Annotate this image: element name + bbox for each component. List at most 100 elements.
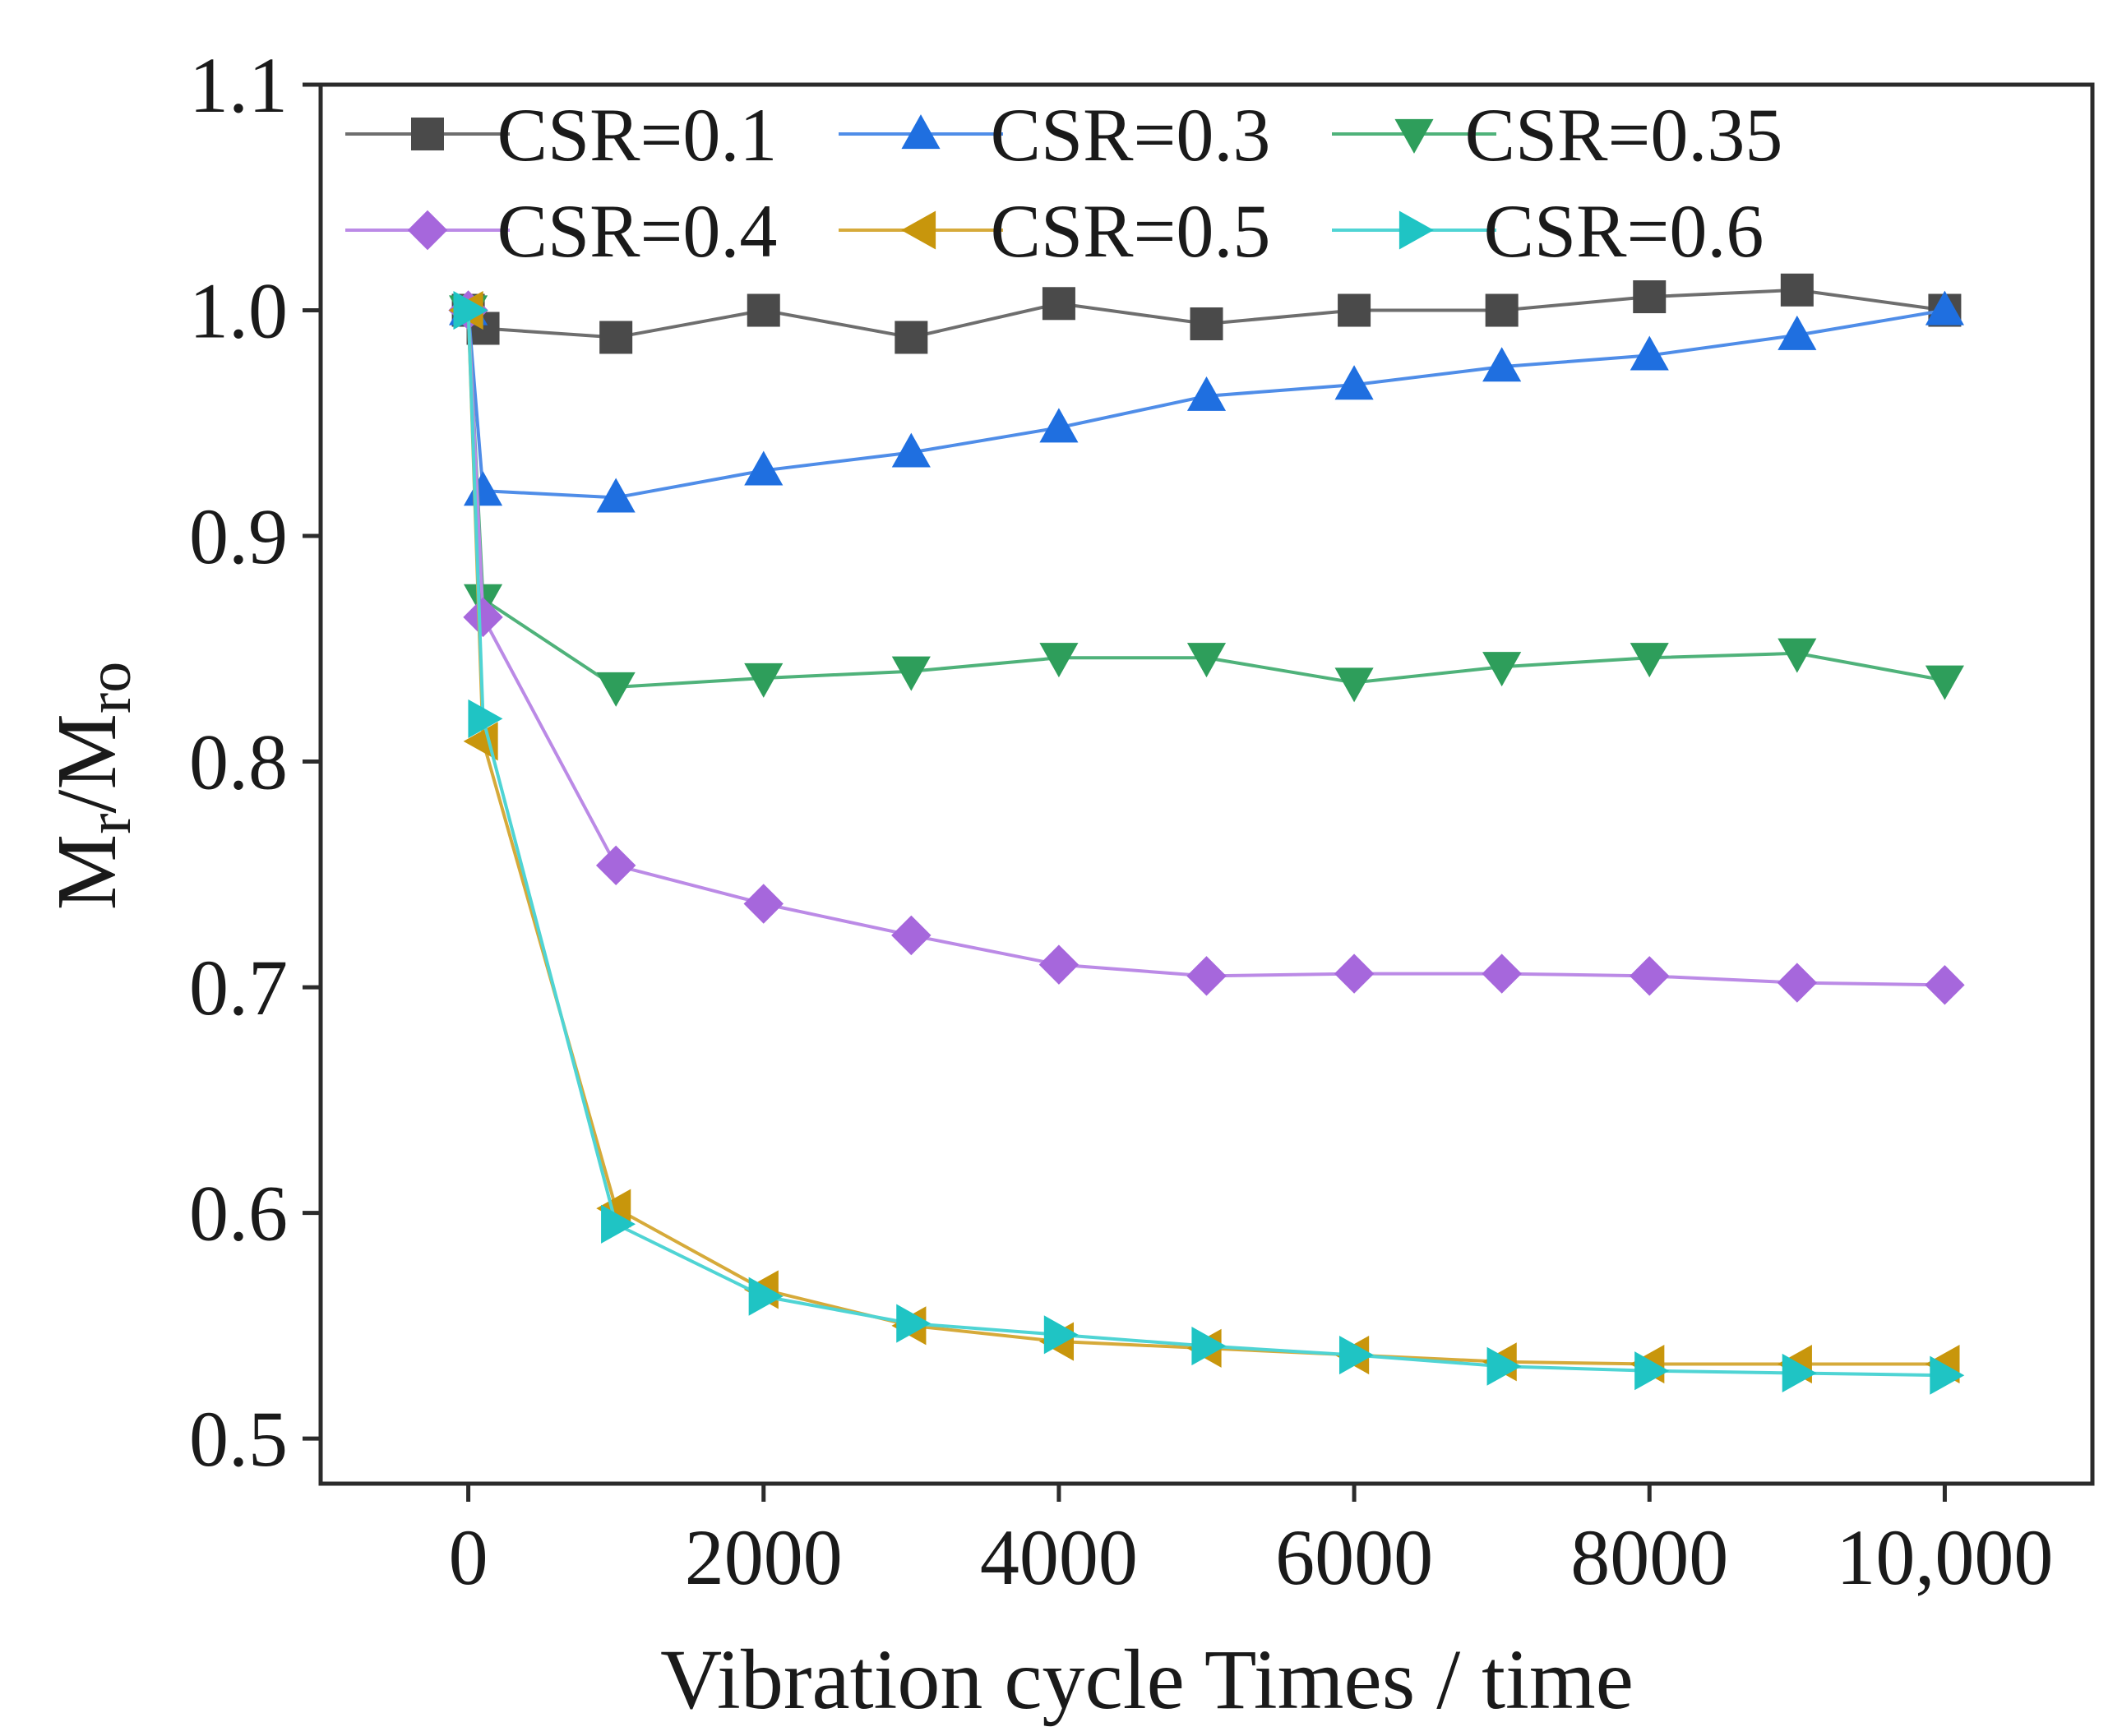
legend-item: CSR=0.6 [1332, 189, 1764, 273]
data-point [895, 321, 928, 354]
series-3 [449, 295, 1964, 707]
data-point [1186, 376, 1227, 411]
data-point [1039, 408, 1079, 443]
data-point [1485, 293, 1519, 327]
data-point [595, 845, 636, 886]
x-tick-label: 4000 [980, 1513, 1138, 1601]
data-point [1634, 1351, 1670, 1391]
legend-label: CSR=0.1 [497, 93, 778, 177]
legend-label: CSR=0.5 [991, 189, 1271, 273]
series-1 [451, 273, 1962, 354]
data-point [891, 432, 931, 468]
y-axis-title-main: M [39, 834, 134, 910]
data-point [1630, 643, 1669, 678]
y-axis-title: Mr/Mro [39, 662, 144, 910]
series-6 [453, 290, 1965, 1395]
data-point [463, 471, 503, 506]
legend-item: CSR=0.35 [1332, 93, 1782, 177]
data-point [596, 672, 636, 707]
data-point [1039, 643, 1079, 678]
data-point [896, 1304, 932, 1343]
data-point [1633, 280, 1667, 314]
data-point [1482, 953, 1522, 994]
legend-marker [407, 210, 448, 251]
y-axis-title-sub1: r [75, 813, 144, 833]
legend-item: CSR=0.3 [839, 93, 1270, 177]
legend-marker [901, 210, 936, 250]
data-point [1778, 638, 1817, 673]
data-point [1930, 1355, 1965, 1395]
data-point [891, 656, 931, 691]
axis-layer: 0 2000 4000 6000 8000 10,000 0.5 0.6 0.7 0.8 0.9 1.… [189, 41, 2053, 1601]
data-point [1482, 652, 1522, 687]
data-point [1191, 1326, 1227, 1366]
series-line [467, 288, 1945, 339]
data-point [891, 915, 932, 956]
data-point [1334, 667, 1374, 703]
data-point [1190, 307, 1223, 340]
data-point [463, 597, 503, 638]
legend-marker [411, 118, 444, 150]
data-point [453, 290, 488, 330]
data-point [744, 663, 784, 698]
data-point [1043, 1315, 1079, 1355]
x-tick-label: 6000 [1275, 1513, 1433, 1601]
data-point [468, 699, 503, 738]
legend-item: CSR=0.1 [345, 93, 777, 177]
legend-marker [901, 114, 941, 150]
data-point [596, 478, 636, 513]
x-tick-label: 8000 [1570, 1513, 1728, 1601]
y-tick-label: 0.6 [189, 1170, 288, 1258]
y-tick-label: 0.5 [189, 1395, 288, 1483]
data-point [1338, 1335, 1374, 1375]
x-tick-label: 10,000 [1836, 1513, 2053, 1601]
y-tick-label: 1.1 [189, 41, 288, 129]
series-layer [448, 273, 1965, 1395]
data-point [1186, 643, 1227, 678]
data-point [1486, 1346, 1522, 1386]
data-point [1038, 944, 1079, 985]
series-5 [448, 290, 1960, 1384]
data-point [743, 884, 784, 924]
x-tick-label: 0 [449, 1513, 488, 1601]
data-point [1630, 956, 1670, 996]
series-line [466, 310, 1945, 1378]
series-line [466, 310, 1945, 689]
plot-frame [318, 82, 2095, 1486]
y-axis-title-sub2: ro [75, 662, 144, 713]
series-line [466, 310, 1945, 1366]
data-point [748, 1277, 784, 1316]
data-point [463, 722, 498, 761]
data-point [747, 293, 780, 327]
data-point [1782, 1353, 1817, 1393]
legend-marker [1398, 210, 1434, 250]
legend-item: CSR=0.5 [839, 189, 1270, 273]
data-point [599, 321, 633, 354]
data-point [1334, 365, 1374, 400]
data-point [1778, 315, 1817, 350]
y-tick-label: 0.9 [189, 492, 288, 580]
series-line [466, 310, 1945, 987]
y-axis-title-sep: /M [39, 713, 134, 813]
x-axis-title: Vibration cycle Times / time [660, 1632, 1634, 1727]
y-tick-label: 0.7 [189, 944, 288, 1032]
legend-label: CSR=0.6 [1484, 189, 1764, 273]
data-point [1042, 287, 1075, 321]
plot-frame-layer [318, 82, 2095, 1486]
legend-marker [1394, 118, 1434, 154]
x-tick-label: 2000 [685, 1513, 843, 1601]
data-point [1777, 963, 1818, 1003]
data-point [1780, 273, 1814, 307]
data-point [1334, 953, 1375, 994]
data-point [744, 450, 784, 486]
data-point [1186, 956, 1227, 996]
y-tick-label: 0.8 [189, 718, 288, 806]
y-tick-label: 1.0 [189, 267, 288, 355]
series-line [466, 308, 1945, 500]
data-point [1482, 347, 1522, 382]
legend-item: CSR=0.4 [345, 189, 777, 273]
legend: CSR=0.1 CSR=0.3 CSR=0.35 CSR=0.4 CSR=0.5 CSR=… [345, 93, 1782, 273]
data-point [1925, 290, 1964, 326]
